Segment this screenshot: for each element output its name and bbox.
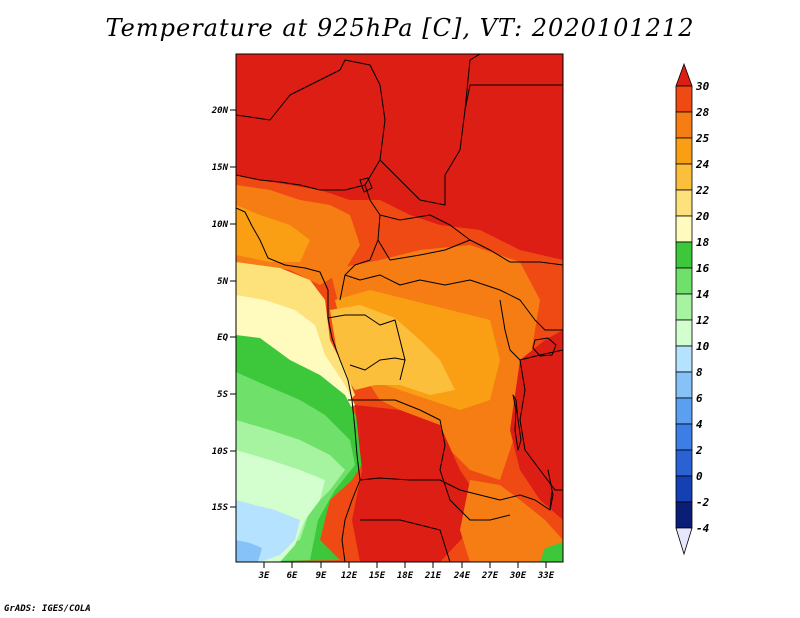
colorbar-label: 4	[696, 418, 703, 431]
lake-victoria	[532, 337, 557, 357]
coastline-west-africa	[236, 207, 361, 562]
colorbar-label: 18	[696, 236, 710, 249]
lake-malawi	[547, 469, 554, 511]
colorbar-label: -4	[696, 522, 710, 535]
colorbar-label: 28	[695, 106, 710, 119]
field-region-22-central	[330, 305, 455, 395]
border-segment	[377, 239, 471, 261]
colorbar-label: 20	[695, 210, 710, 223]
border-segment	[499, 299, 563, 361]
colorbar-swatch	[675, 319, 693, 347]
lat-label: 15S	[212, 503, 229, 513]
lat-label: 15N	[212, 163, 229, 173]
border-segment	[439, 469, 511, 521]
border-segment	[236, 69, 341, 121]
colorbar	[675, 62, 693, 556]
border-segment	[360, 519, 451, 562]
border-segment	[344, 274, 563, 331]
border-segment	[349, 357, 406, 371]
lon-label: 24E	[453, 571, 471, 581]
lon-label: 3E	[258, 571, 270, 581]
border-segment	[348, 399, 446, 471]
colorbar-label: 22	[695, 184, 710, 197]
border-segment	[359, 477, 551, 511]
colorbar-label: 2	[695, 444, 703, 457]
lat-label: 10S	[212, 447, 229, 457]
border-segment	[379, 84, 563, 206]
colorbar-swatch	[675, 189, 693, 217]
border-segment	[236, 174, 381, 301]
lon-label: 6E	[287, 571, 298, 581]
border-segment	[327, 314, 406, 381]
field-region-24-west	[236, 205, 310, 262]
lake-tanganyika	[512, 394, 522, 451]
field-region-16-southeast	[540, 542, 563, 562]
map-frame	[235, 53, 564, 563]
lon-label: 27E	[481, 571, 499, 581]
lon-label: 33E	[537, 571, 555, 581]
temperature-field	[236, 54, 563, 562]
field-region-25-southeast	[460, 480, 563, 562]
lon-label: 21E	[424, 571, 442, 581]
lon-label: 15E	[369, 571, 386, 581]
map-title: Temperature at 925hPa [C], VT: 202010121…	[105, 14, 695, 42]
lon-label: 9E	[316, 571, 327, 581]
colorbar-swatch	[675, 163, 693, 191]
colorbar-label: 24	[695, 158, 710, 171]
lake-chad	[359, 177, 373, 193]
colorbar-label: 0	[696, 470, 703, 483]
latitude-axis	[230, 109, 236, 508]
lat-label: 5N	[217, 277, 228, 287]
colorbar-label: 12	[696, 314, 710, 327]
colorbar-swatch	[675, 423, 693, 451]
border-segment	[519, 359, 563, 491]
lat-label: EQ	[217, 333, 228, 343]
colorbar-label: -2	[696, 496, 710, 509]
lon-label: 12E	[341, 571, 358, 581]
colorbar-swatch	[675, 501, 693, 529]
colorbar-label: 16	[696, 262, 710, 275]
colorbar-label: 25	[695, 132, 710, 145]
colorbar-swatch	[675, 241, 693, 269]
colorbar-label: 30	[695, 80, 710, 93]
colorbar-swatch	[675, 449, 693, 477]
field-region-30-south	[352, 405, 480, 562]
colorbar-label: 6	[696, 392, 703, 405]
colorbar-label: 14	[696, 288, 710, 301]
grads-credit: GrADS: IGES/COLA	[4, 604, 91, 614]
country-borders	[236, 54, 563, 562]
colorbar-swatch	[675, 345, 693, 373]
colorbar-swatch	[675, 267, 693, 295]
colorbar-top-arrow	[675, 62, 693, 87]
lat-label: 5S	[217, 390, 228, 400]
field-region-30-north	[236, 54, 563, 260]
colorbar-swatch	[675, 111, 693, 139]
field-region-6-ocean	[236, 540, 262, 562]
colorbar-swatch	[675, 371, 693, 399]
colorbar-swatch	[675, 215, 693, 243]
colorbar-bottom-arrow	[675, 527, 693, 556]
colorbar-swatch	[675, 475, 693, 503]
colorbar-swatch	[675, 293, 693, 321]
colorbar-swatch	[675, 85, 693, 113]
colorbar-swatch	[675, 137, 693, 165]
border-segment	[464, 54, 481, 111]
lat-label: 10N	[212, 220, 229, 230]
lat-label: 20N	[211, 106, 229, 116]
longitude-axis	[263, 562, 547, 568]
colorbar-label: 10	[696, 340, 710, 353]
colorbar-swatch	[675, 397, 693, 425]
colorbar-label: 8	[696, 366, 703, 379]
lon-label: 30E	[509, 571, 527, 581]
lon-label: 18E	[397, 571, 414, 581]
